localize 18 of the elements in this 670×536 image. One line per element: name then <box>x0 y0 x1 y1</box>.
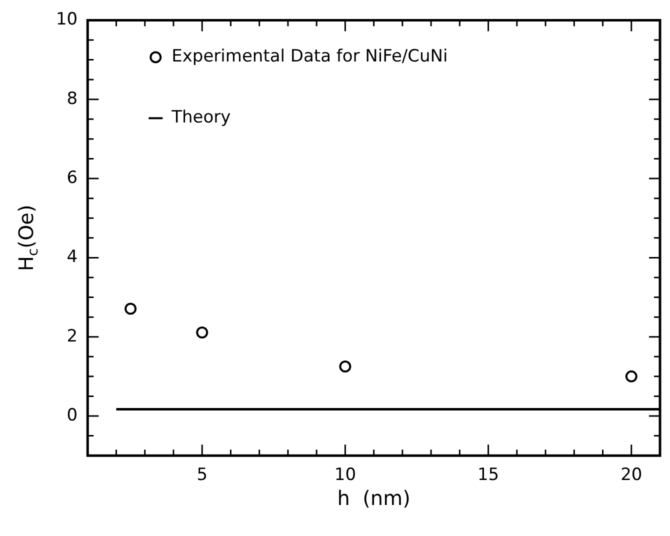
point <box>339 360 352 373</box>
x-tick-label: 20 <box>620 465 642 486</box>
y-tick-label: 6 <box>66 168 78 188</box>
y-tick-label: 4 <box>66 247 78 268</box>
x-tick-label: 15 <box>477 465 500 486</box>
y-tick-label: 0 <box>66 405 78 426</box>
legend-label: Experimental Data for NiFe/CuNi <box>172 46 448 67</box>
x-tick-label: 10 <box>334 465 356 486</box>
y-tick-label: 10 <box>56 10 78 30</box>
point <box>196 326 208 338</box>
x-axis-title: h (nm) <box>337 486 410 510</box>
point <box>625 370 638 382</box>
legend-label: Theory <box>170 108 231 128</box>
y-tick-label: 2 <box>66 326 78 346</box>
x-tick-label: 5 <box>196 465 208 486</box>
point <box>124 302 137 315</box>
y-axis-title: Hc(Oe) <box>14 204 42 272</box>
y-tick-label: 8 <box>66 88 78 109</box>
